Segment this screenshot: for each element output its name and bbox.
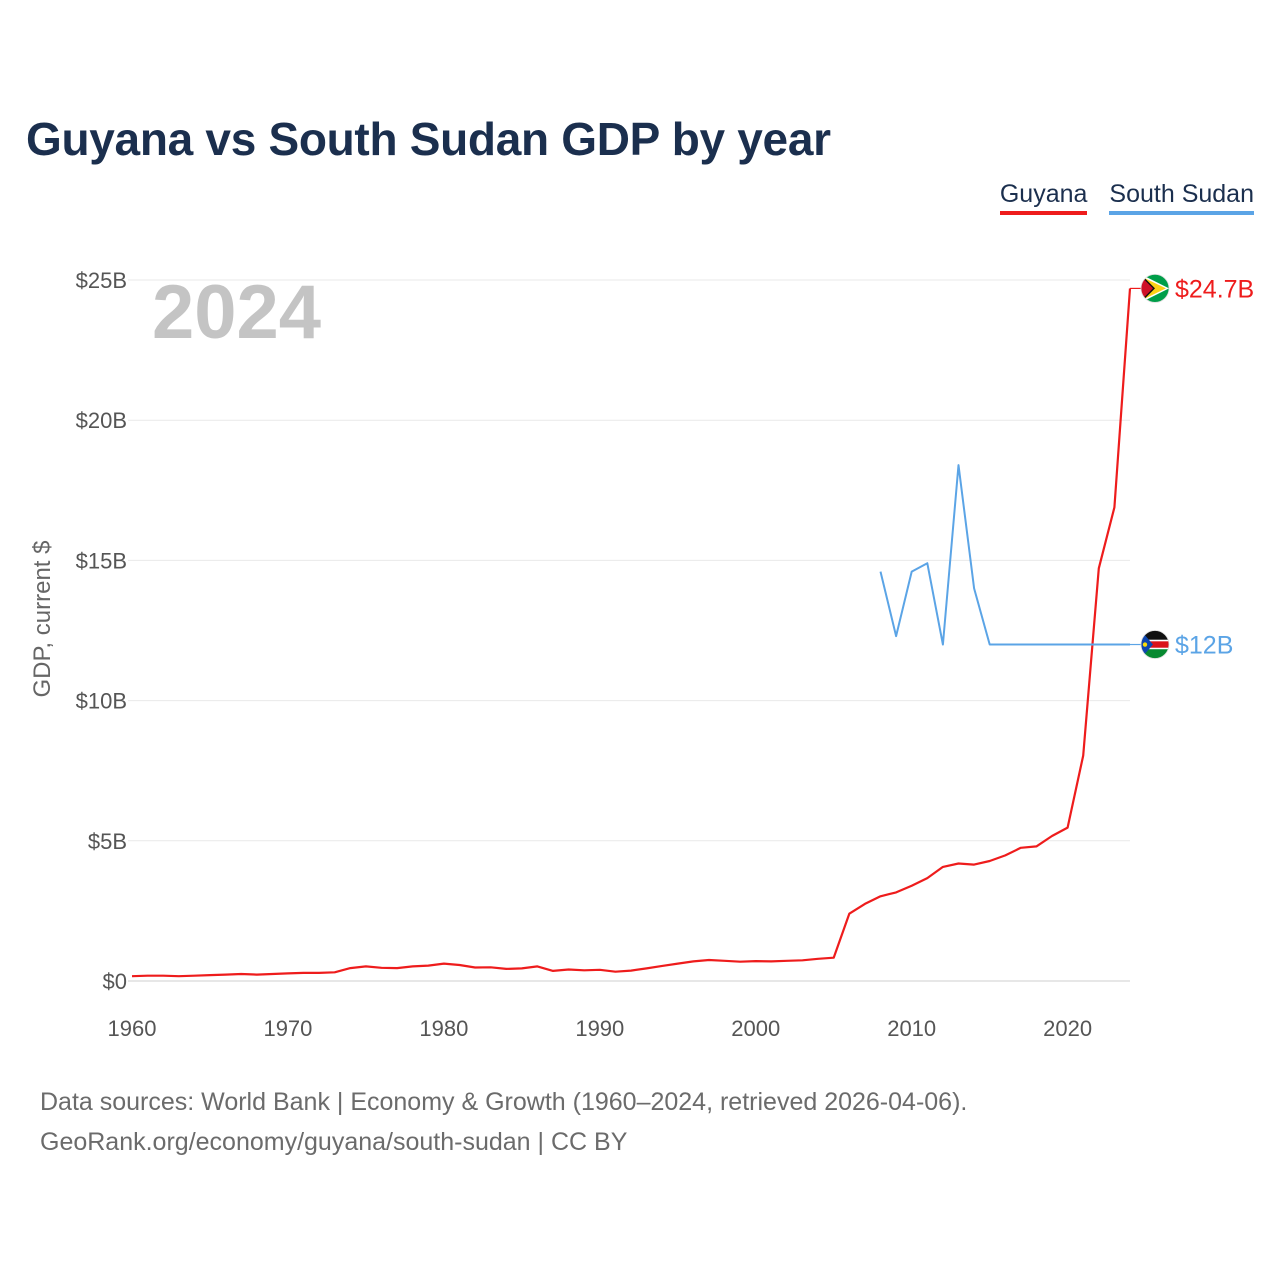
- legend-item-south-sudan[interactable]: South Sudan: [1109, 180, 1254, 215]
- gridlines: [128, 279, 1130, 982]
- flag-icon-guyana: [1140, 274, 1170, 303]
- y-axis-ticks: $0 $5B $10B $15B $20B $25B: [76, 268, 127, 994]
- x-tick-label: 2000: [731, 1016, 780, 1041]
- x-tick-label: 1990: [575, 1016, 624, 1041]
- end-markers: $24.7B $12B: [1130, 274, 1254, 660]
- y-axis-label: GDP, current $: [29, 541, 56, 698]
- footer-link[interactable]: GeoRank.org/economy/guyana/south-sudan |…: [40, 1128, 628, 1156]
- end-value-label-guyana: $24.7B: [1175, 275, 1254, 303]
- y-tick-label: $20B: [76, 408, 127, 433]
- chart-title: Guyana vs South Sudan GDP by year: [26, 113, 831, 165]
- y-tick-label: $5B: [88, 829, 127, 854]
- footer: Data sources: World Bank | Economy & Gro…: [40, 1082, 967, 1162]
- x-tick-label: 1970: [263, 1016, 312, 1041]
- legend-item-guyana[interactable]: Guyana: [999, 180, 1088, 215]
- x-tick-label: 1960: [108, 1016, 157, 1041]
- flag-icon-south-sudan: [1140, 630, 1170, 659]
- y-tick-label: $15B: [76, 548, 127, 573]
- series-line-south-sudan: [879, 464, 1130, 646]
- x-tick-label: 2010: [887, 1016, 936, 1041]
- legend: Guyana South Sudan: [999, 180, 1254, 215]
- y-tick-label: $0: [103, 969, 127, 994]
- end-value-label-south-sudan: $12B: [1175, 632, 1233, 660]
- current-year-label: 2024: [152, 270, 321, 355]
- x-tick-label: 1980: [419, 1016, 468, 1041]
- x-axis-ticks: 1960 1970 1980 1990 2000 2010 2020: [108, 1016, 1093, 1041]
- footer-sources: Data sources: World Bank | Economy & Gro…: [40, 1088, 968, 1116]
- series-group: [131, 288, 1132, 978]
- x-tick-label: 2020: [1043, 1016, 1092, 1041]
- y-tick-label: $10B: [76, 689, 127, 714]
- y-tick-label: $25B: [76, 268, 127, 293]
- series-line-guyana: [131, 288, 1132, 978]
